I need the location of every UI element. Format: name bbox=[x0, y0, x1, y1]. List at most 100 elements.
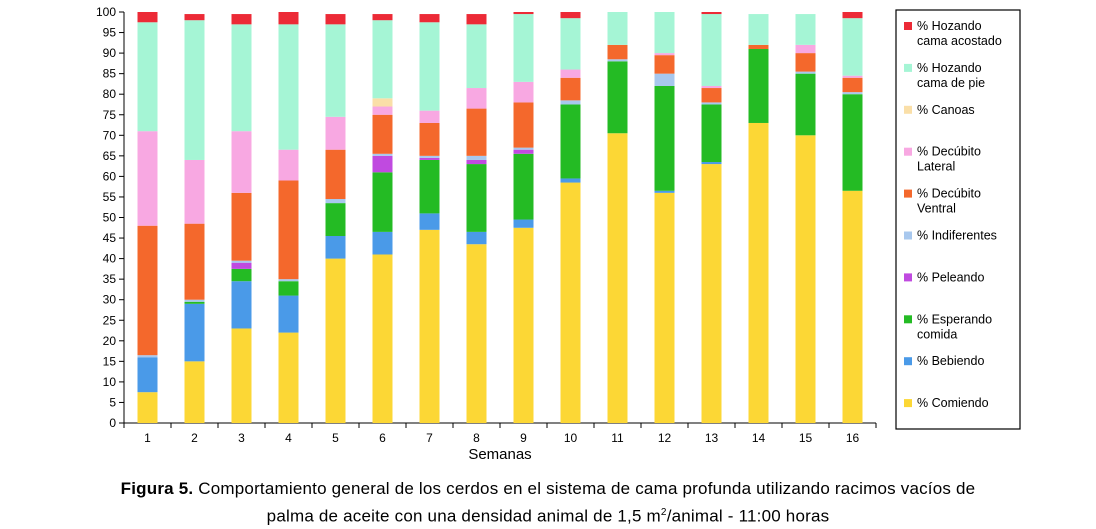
bar-segment bbox=[654, 53, 675, 56]
bar-segment bbox=[278, 180, 299, 280]
caption-line1: Comportamiento general de los cerdos en … bbox=[198, 479, 976, 498]
bar-segment bbox=[748, 44, 769, 49]
legend-swatch bbox=[904, 399, 912, 408]
y-tick-label: 70 bbox=[103, 128, 117, 142]
bar-segment bbox=[372, 106, 393, 115]
bar-segment bbox=[184, 301, 205, 304]
bar-segment bbox=[654, 55, 675, 74]
y-tick-label: 60 bbox=[103, 169, 117, 183]
bar-segment bbox=[607, 59, 628, 62]
bar-segment bbox=[795, 44, 816, 54]
bar-segment bbox=[560, 104, 581, 179]
bar-segment bbox=[842, 77, 863, 93]
bar-segment bbox=[419, 229, 440, 423]
bar-segment bbox=[654, 12, 675, 54]
bar-segment bbox=[654, 85, 675, 191]
bar-segment bbox=[231, 14, 252, 25]
bar-segment bbox=[607, 61, 628, 134]
bar-segment bbox=[137, 355, 158, 358]
bar-segment bbox=[325, 203, 346, 236]
x-tick-label: 14 bbox=[752, 431, 766, 445]
bar-segment bbox=[278, 295, 299, 333]
legend-swatch bbox=[904, 315, 912, 324]
bar-segment bbox=[466, 24, 487, 89]
bar-segment bbox=[560, 69, 581, 78]
bar-segment bbox=[466, 164, 487, 232]
y-tick-label: 65 bbox=[103, 149, 117, 163]
bar-segment bbox=[231, 260, 252, 263]
bar-segment bbox=[184, 14, 205, 21]
y-tick-label: 25 bbox=[103, 313, 117, 327]
bar-segment bbox=[466, 155, 487, 160]
bar-segment bbox=[137, 225, 158, 356]
bar-segment bbox=[325, 14, 346, 25]
bar-segment bbox=[560, 182, 581, 423]
bar-segment bbox=[560, 12, 581, 19]
bar-segment bbox=[372, 231, 393, 255]
y-tick-label: 50 bbox=[103, 211, 117, 225]
legend-swatch bbox=[904, 231, 912, 240]
bar-segment bbox=[137, 131, 158, 226]
figure-caption: Figura 5. Comportamiento general de los … bbox=[20, 477, 1076, 529]
y-tick-label: 30 bbox=[103, 293, 117, 307]
bar-segment bbox=[513, 153, 534, 220]
bar-segment bbox=[325, 235, 346, 259]
y-tick-label: 35 bbox=[103, 272, 117, 286]
bar-segment bbox=[231, 328, 252, 423]
legend-label: % Decúbito Lateral bbox=[917, 145, 981, 174]
x-tick-label: 10 bbox=[564, 431, 578, 445]
bar-segment bbox=[607, 12, 628, 45]
bar-segment bbox=[137, 22, 158, 132]
bar-segment bbox=[701, 104, 722, 163]
y-tick-label: 20 bbox=[103, 334, 117, 348]
legend-swatch bbox=[904, 189, 912, 198]
bar-segment bbox=[278, 24, 299, 150]
bar-segment bbox=[513, 102, 534, 148]
legend-label: % Decúbito Ventral bbox=[917, 187, 981, 216]
bar-segment bbox=[325, 199, 346, 204]
bar-segment bbox=[842, 12, 863, 19]
bar-segment bbox=[137, 357, 158, 393]
x-tick-label: 7 bbox=[426, 431, 433, 445]
bar-segment bbox=[419, 157, 440, 160]
bar-segment bbox=[513, 147, 534, 150]
x-tick-label: 13 bbox=[705, 431, 719, 445]
bar-segment bbox=[278, 149, 299, 181]
y-tick-label: 95 bbox=[103, 26, 117, 40]
bar-segment bbox=[278, 279, 299, 282]
x-tick-label: 2 bbox=[191, 431, 198, 445]
x-tick-label: 3 bbox=[238, 431, 245, 445]
x-tick-label: 8 bbox=[473, 431, 480, 445]
bar-segment bbox=[842, 18, 863, 76]
bar-segment bbox=[701, 88, 722, 103]
bar-segment bbox=[184, 299, 205, 302]
bar-segment bbox=[184, 223, 205, 300]
bar-segment bbox=[372, 114, 393, 154]
caption-line2-pre: palma de aceite con una densidad animal … bbox=[266, 506, 661, 526]
bar-segment bbox=[231, 131, 252, 193]
bar-segment bbox=[654, 73, 675, 86]
bar-segment bbox=[278, 281, 299, 296]
bar-segment bbox=[419, 22, 440, 111]
x-tick-label: 15 bbox=[799, 431, 813, 445]
legend-label: % Esperando comida bbox=[917, 312, 992, 341]
bar-segment bbox=[513, 12, 534, 15]
y-tick-label: 15 bbox=[103, 354, 117, 368]
y-tick-label: 10 bbox=[103, 375, 117, 389]
y-tick-label: 85 bbox=[103, 67, 117, 81]
x-tick-label: 4 bbox=[285, 431, 292, 445]
bar-segment bbox=[795, 71, 816, 74]
y-tick-label: 75 bbox=[103, 108, 117, 122]
legend-swatch bbox=[904, 147, 912, 156]
bar-segment bbox=[325, 116, 346, 150]
bar-segment bbox=[748, 14, 769, 45]
x-tick-label: 5 bbox=[332, 431, 339, 445]
y-tick-label: 45 bbox=[103, 231, 117, 245]
bar-segment bbox=[513, 219, 534, 228]
legend-label: % Peleando bbox=[917, 270, 984, 284]
bar-segment bbox=[560, 18, 581, 70]
bar-segment bbox=[184, 20, 205, 160]
legend-swatch bbox=[904, 22, 912, 30]
bar-segment bbox=[795, 53, 816, 72]
caption-label: Figura 5. bbox=[120, 479, 194, 498]
